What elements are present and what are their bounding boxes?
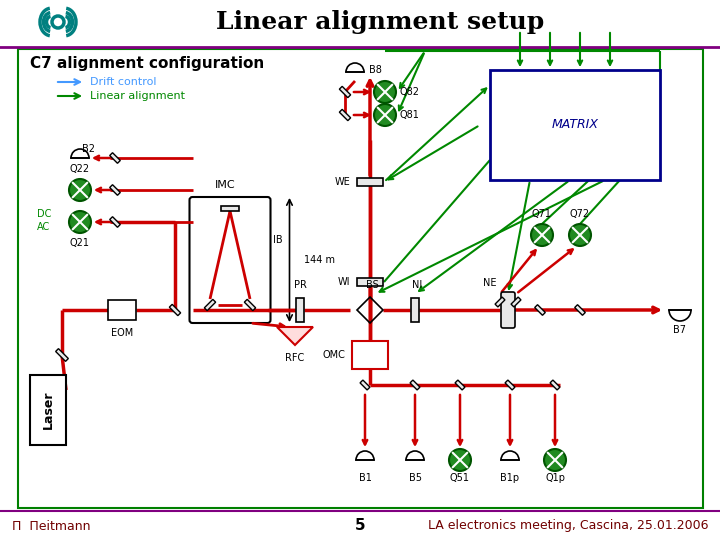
FancyBboxPatch shape	[501, 292, 515, 328]
Bar	[0, 0, 720, 46]
Text: B7: B7	[673, 325, 686, 335]
Text: WI: WI	[338, 277, 350, 287]
Circle shape	[569, 224, 591, 246]
Text: EOM: EOM	[111, 328, 133, 338]
Text: OMC: OMC	[322, 350, 345, 360]
Text: 144 m: 144 m	[305, 255, 336, 265]
Text: Q71: Q71	[532, 209, 552, 219]
FancyBboxPatch shape	[189, 197, 271, 323]
Text: NE: NE	[482, 278, 496, 288]
Text: Q82: Q82	[399, 87, 419, 97]
Text: Q22: Q22	[70, 164, 90, 174]
Polygon shape	[339, 86, 351, 98]
Text: AC: AC	[37, 222, 50, 232]
Circle shape	[374, 81, 396, 103]
Text: Q72: Q72	[570, 209, 590, 219]
Text: Laser: Laser	[42, 391, 55, 429]
Text: LA electronics meeting, Cascina, 25.01.2006: LA electronics meeting, Cascina, 25.01.2…	[428, 519, 708, 532]
Circle shape	[69, 179, 91, 201]
Polygon shape	[109, 185, 120, 195]
Text: B2: B2	[82, 144, 95, 154]
Bar	[18, 49, 703, 508]
Polygon shape	[204, 299, 216, 310]
Wedge shape	[71, 149, 89, 158]
Text: B1p: B1p	[500, 473, 520, 483]
Bar	[490, 70, 660, 180]
Bar	[0, 510, 720, 540]
Polygon shape	[455, 380, 465, 390]
Wedge shape	[669, 310, 691, 321]
Polygon shape	[410, 380, 420, 390]
Text: 5: 5	[355, 518, 365, 534]
Circle shape	[69, 211, 91, 233]
Text: B8: B8	[369, 65, 382, 75]
Text: Q1p: Q1p	[545, 473, 565, 483]
Polygon shape	[339, 109, 351, 120]
Bar	[30, 375, 66, 445]
Polygon shape	[169, 305, 181, 316]
Text: Drift control: Drift control	[90, 77, 156, 87]
Polygon shape	[511, 297, 521, 307]
Text: PR: PR	[294, 280, 307, 290]
Circle shape	[544, 449, 566, 471]
Polygon shape	[535, 305, 545, 315]
Circle shape	[449, 449, 471, 471]
Wedge shape	[356, 451, 374, 460]
Bar	[221, 206, 239, 211]
Text: B5: B5	[408, 473, 421, 483]
Text: Linear alignment: Linear alignment	[90, 91, 185, 101]
Text: C7 alignment configuration: C7 alignment configuration	[30, 56, 264, 71]
Text: Q81: Q81	[399, 110, 419, 120]
Text: MATRIX: MATRIX	[552, 118, 598, 132]
Text: DC: DC	[37, 209, 51, 219]
Polygon shape	[575, 305, 585, 315]
Text: WE: WE	[334, 177, 350, 187]
Circle shape	[531, 224, 553, 246]
Bar	[108, 300, 136, 320]
Text: RFC: RFC	[285, 353, 305, 363]
Bar	[357, 278, 383, 286]
Polygon shape	[495, 297, 505, 307]
Wedge shape	[346, 63, 364, 72]
Wedge shape	[501, 451, 519, 460]
Text: Q21: Q21	[70, 238, 90, 248]
Polygon shape	[360, 380, 370, 390]
Polygon shape	[109, 217, 120, 227]
Text: B1: B1	[359, 473, 372, 483]
Text: IB: IB	[272, 235, 282, 245]
Text: BS: BS	[366, 280, 379, 290]
Text: Q51: Q51	[450, 473, 470, 483]
Wedge shape	[406, 451, 424, 460]
Text: IMC: IMC	[215, 180, 235, 190]
Polygon shape	[277, 327, 313, 345]
Text: Linear alignment setup: Linear alignment setup	[216, 10, 544, 34]
Circle shape	[374, 104, 396, 126]
Text: NI: NI	[412, 280, 422, 290]
Bar	[296, 298, 304, 322]
Polygon shape	[505, 380, 515, 390]
Polygon shape	[55, 349, 68, 361]
Bar	[357, 178, 383, 186]
Text: П  Пeitmann: П Пeitmann	[12, 519, 91, 532]
Polygon shape	[244, 299, 256, 310]
Polygon shape	[550, 380, 560, 390]
Bar	[352, 341, 388, 369]
Bar	[411, 298, 419, 322]
Polygon shape	[109, 153, 120, 163]
